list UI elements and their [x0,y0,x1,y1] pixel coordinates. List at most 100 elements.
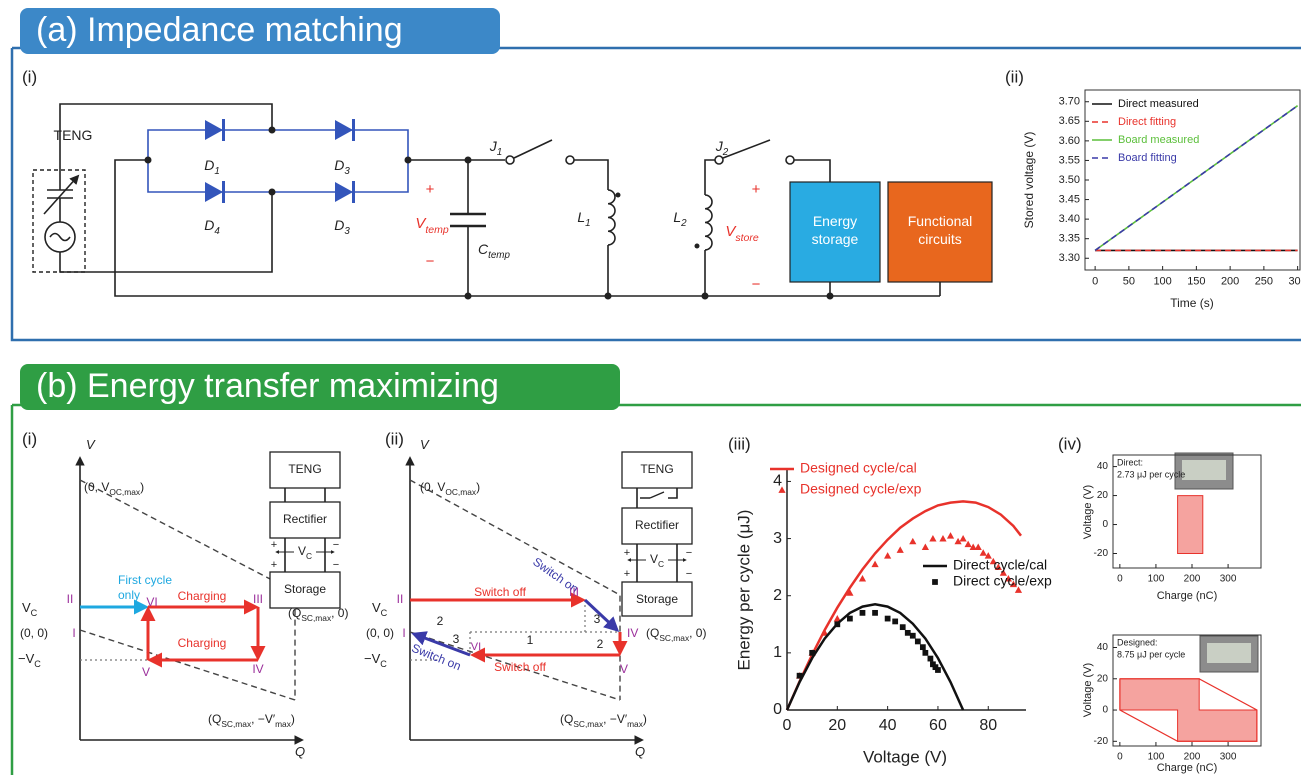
diagram-label: J1 [489,138,502,158]
page: { "panels": [ {"title": "(a) Impedance m… [0,0,1301,775]
x-axis-label: Time (s) [1170,296,1214,310]
y-axis-label: Stored voltage (V) [1022,132,1036,229]
y-axis-label: Energy per cycle (μJ) [734,510,753,671]
x-tick-label: 0 [1092,276,1098,288]
label-subscript: SC,max [301,613,332,623]
diagram-label: Charging [178,636,227,650]
diagram-label: (QSC,max, −V′max) [208,712,295,729]
diagram-label: − [333,559,339,571]
data-marker [939,535,946,541]
y-tick-label: 20 [1097,490,1109,501]
panel-label: (i) [22,67,37,86]
diagram-label: Switch off [494,660,546,674]
panel-label: (ii) [1005,67,1024,86]
label-part: (Q [560,712,573,726]
diagram-label: 3 [594,612,601,626]
label-part: circuits [918,231,962,247]
data-marker [897,546,904,552]
diagram-label: Storage [636,592,678,606]
data-marker [809,650,815,656]
panel-a-title: (a) Impedance matching [36,11,403,49]
label-subscript: 3 [344,166,350,177]
x-tick-label: 0 [783,717,792,734]
label-part: (Q [208,712,221,726]
diagram-label: − [686,547,692,559]
diagram-label: J2 [715,138,729,158]
data-marker [859,575,866,581]
label-subscript: 1 [214,166,219,177]
label-subscript: C [306,551,312,561]
panel-label: (ii) [385,429,404,448]
x-axis-label: Voltage (V) [863,747,947,766]
label-part: + [624,568,630,580]
legend-label: Direct fitting [1118,116,1176,128]
label-part: 3 [594,612,601,626]
diagram-label: L2 [673,209,687,229]
label-part: Rectifier [635,518,679,532]
annotation: Designed: [1117,637,1158,647]
label-part: + [271,539,277,551]
y-tick-label: 0 [1102,519,1108,530]
diagram-label: D1 [204,157,220,177]
label-part: I [402,626,405,640]
label-part: First cycle [118,573,172,587]
legend-label: Board fitting [1118,152,1177,164]
data-marker [884,552,891,558]
series-line [787,604,963,710]
x-tick-label: 300 [1288,276,1301,288]
diagram-label: TENG [640,462,673,476]
y-tick-label: 3.50 [1059,174,1080,186]
label-subscript: SC,max [573,719,604,729]
diagram-label: (0, VOC,max) [420,480,480,497]
y-tick-label: 20 [1097,673,1109,684]
label-subscript: 3 [344,226,350,237]
data-marker [960,535,967,541]
x-tick-label: 20 [828,717,846,734]
label-subscript: C [31,608,38,618]
label-part: , −V′ [603,712,628,726]
diagram-label: TENG [288,462,321,476]
label-part: − [333,559,339,571]
label-part: V [372,600,381,615]
diagram-label: III [569,585,579,599]
label-part: Rectifier [283,512,327,526]
label-part: − [426,253,435,270]
diagram-label: only [118,588,140,602]
diagram-label: −VC [364,651,387,669]
data-marker [922,544,929,550]
label-subscript: 1 [497,147,502,158]
label-subscript: 2 [722,147,729,158]
diagram-label: Switch off [474,585,526,599]
diagram-label: IV [252,662,263,676]
diagram-label: (0, 0) [366,626,394,640]
label-part: ) [291,712,295,726]
diagram-label: VI [146,595,157,609]
diagram-label: V [142,665,150,679]
data-marker [947,532,954,538]
diagram-label: VI [471,641,481,653]
label-part: ) [476,480,480,494]
diagram-label: D3 [334,157,350,177]
diagram-label: 2 [437,614,444,628]
data-marker [910,633,916,639]
panel-label: (iii) [728,434,751,453]
data-marker [847,616,853,622]
x-tick-label: 100 [1148,574,1165,585]
diagram-label: VC [298,544,312,561]
label-part: Energy [813,213,857,229]
label-subscript: 4 [214,226,220,237]
label-part: (Q [288,606,301,620]
legend-label: Designed cycle/exp [800,481,922,497]
diagram-label: 1 [527,633,534,647]
data-marker [860,610,866,616]
diagram-label: (QSC,max, 0) [646,626,706,643]
panel-label: (iv) [1058,434,1082,453]
label-part: , 0) [689,626,706,640]
label-part: only [118,588,140,602]
diagram-label: Vstore [725,223,759,244]
diagram-label: (0, VOC,max) [84,480,144,497]
label-part: Storage [284,582,326,596]
label-part: V [650,552,658,566]
x-tick-label: 60 [929,717,947,734]
data-marker [872,610,878,616]
